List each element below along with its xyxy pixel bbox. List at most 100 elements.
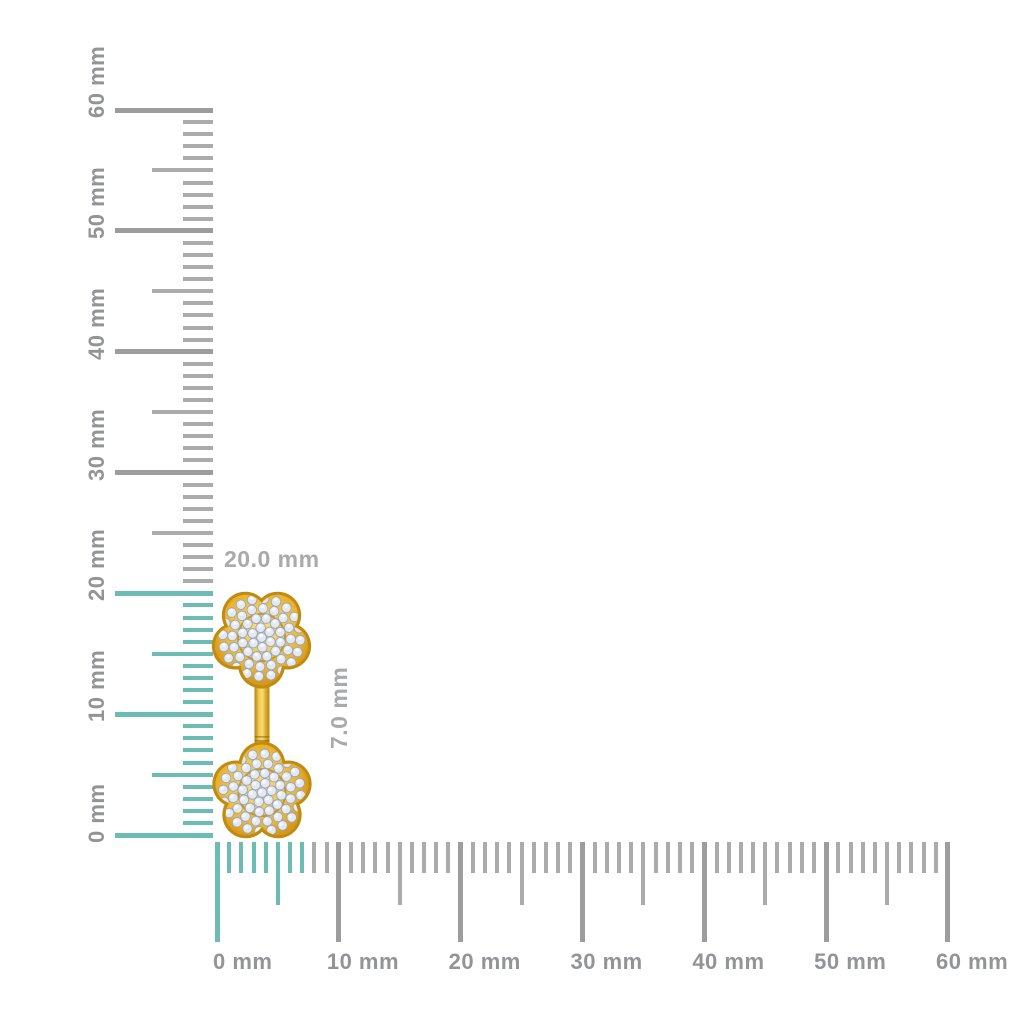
horizontal-ruler-tick-minor — [507, 842, 512, 873]
flower-top — [211, 591, 312, 689]
vertical-ruler-tick-medium — [152, 289, 213, 294]
vertical-ruler-tick-major — [115, 832, 213, 838]
vertical-ruler-tick-major — [115, 349, 213, 355]
horizontal-ruler-tick-minor — [422, 842, 427, 873]
vertical-ruler-tick-minor — [183, 337, 213, 342]
vertical-ruler-tick-minor — [183, 506, 213, 511]
horizontal-ruler-tick-minor — [251, 842, 256, 873]
vertical-ruler-tick-minor — [183, 543, 213, 547]
horizontal-ruler-tick-medium — [275, 842, 280, 905]
item-height-annotation: 20.0 mm — [224, 546, 320, 572]
vertical-ruler-tick-minor — [183, 398, 213, 402]
horizontal-ruler-tick-minor — [738, 842, 743, 873]
horizontal-ruler-tick-minor — [349, 842, 353, 873]
vertical-ruler-tick-minor — [183, 724, 213, 729]
horizontal-ruler-tick-minor — [483, 842, 488, 873]
horizontal-ruler-tick-minor — [288, 842, 293, 873]
horizontal-ruler-tick-minor — [373, 842, 378, 873]
horizontal-ruler-tick-minor — [568, 842, 573, 873]
vertical-ruler-tick-minor — [183, 120, 213, 125]
horizontal-ruler-tick-minor — [665, 842, 670, 873]
horizontal-ruler-tick-minor — [714, 842, 719, 873]
vertical-ruler-tick-minor — [183, 627, 213, 632]
vertical-ruler-tick-minor — [183, 615, 213, 620]
horizontal-ruler-tick-minor — [312, 842, 317, 873]
horizontal-ruler-tick-minor — [653, 842, 658, 873]
horizontal-ruler-tick-minor — [811, 842, 816, 873]
horizontal-ruler-tick-major — [701, 842, 707, 942]
horizontal-ruler-tick-minor — [921, 842, 926, 873]
vertical-ruler-tick-minor — [183, 663, 213, 668]
vertical-ruler-tick-minor — [183, 216, 213, 221]
vertical-ruler-tick-minor — [183, 784, 213, 789]
pave-diamonds — [217, 593, 306, 682]
horizontal-ruler-tick-minor — [385, 842, 390, 873]
horizontal-ruler-label-30: 30 mm — [570, 949, 643, 974]
horizontal-ruler-tick-minor — [872, 842, 877, 873]
vertical-ruler-tick-minor — [183, 361, 213, 366]
vertical-ruler-tick-major — [115, 470, 213, 475]
vertical-ruler-tick-minor — [183, 240, 213, 245]
vertical-ruler-tick-minor — [183, 482, 213, 487]
horizontal-ruler-tick-minor — [300, 842, 305, 873]
horizontal-ruler-tick-minor — [434, 842, 439, 873]
vertical-ruler-tick-minor — [183, 458, 213, 463]
horizontal-ruler-tick-minor — [751, 842, 756, 873]
horizontal-ruler-tick-minor — [848, 842, 853, 873]
vertical-ruler-tick-minor — [183, 156, 213, 161]
vertical-ruler-tick-minor — [183, 796, 213, 801]
vertical-ruler-tick-medium — [152, 651, 213, 656]
vertical-ruler-tick-minor — [183, 132, 213, 137]
horizontal-ruler-tick-minor — [324, 842, 329, 873]
horizontal-ruler-tick-minor — [677, 842, 682, 873]
vertical-ruler-tick-minor — [183, 313, 213, 318]
horizontal-ruler-tick-major — [823, 842, 829, 942]
horizontal-ruler-tick-minor — [836, 842, 841, 873]
horizontal-ruler-tick-minor — [263, 842, 268, 873]
vertical-ruler-tick-minor — [183, 144, 213, 149]
horizontal-ruler-tick-minor — [239, 842, 244, 873]
vertical-ruler-tick-minor — [183, 253, 213, 258]
horizontal-ruler-label-50: 50 mm — [814, 949, 887, 974]
vertical-ruler-tick-minor — [183, 555, 213, 560]
horizontal-ruler-tick-minor — [446, 842, 451, 873]
horizontal-ruler-tick-minor — [933, 842, 938, 873]
vertical-ruler-tick-minor — [183, 567, 213, 572]
horizontal-ruler-tick-minor — [860, 842, 865, 873]
vertical-ruler-tick-minor — [183, 579, 213, 584]
horizontal-ruler-tick-minor — [787, 842, 792, 873]
horizontal-ruler-tick-major — [579, 842, 585, 942]
vertical-ruler-tick-minor — [183, 700, 213, 705]
horizontal-ruler-tick-major — [945, 842, 951, 942]
vertical-ruler-tick-medium — [152, 530, 213, 535]
vertical-ruler-tick-minor — [183, 639, 213, 644]
vertical-ruler-tick-major — [115, 590, 213, 596]
horizontal-ruler-tick-minor — [495, 842, 500, 873]
horizontal-ruler-tick-minor — [617, 842, 622, 873]
vertical-ruler-tick-minor — [183, 180, 213, 185]
vertical-ruler-tick-minor — [183, 192, 213, 197]
horizontal-ruler-tick-minor — [799, 842, 804, 873]
horizontal-ruler-tick-medium — [763, 842, 768, 905]
horizontal-ruler-tick-minor — [543, 842, 548, 873]
vertical-ruler-tick-minor — [183, 301, 213, 306]
vertical-ruler-tick-medium — [152, 772, 213, 777]
horizontal-ruler-label-60: 60 mm — [935, 949, 1009, 974]
vertical-ruler-tick-major — [115, 228, 213, 234]
vertical-ruler-tick-minor — [183, 494, 213, 499]
vertical-ruler-tick-minor — [183, 434, 213, 439]
vertical-ruler-tick-medium — [152, 168, 213, 173]
vertical-ruler-tick-minor — [183, 446, 213, 451]
horizontal-ruler-tick-minor — [897, 842, 902, 873]
horizontal-ruler-tick-major — [336, 842, 342, 942]
horizontal-ruler-tick-major — [458, 842, 464, 942]
horizontal-ruler-tick-minor — [227, 842, 232, 873]
horizontal-ruler-tick-minor — [690, 842, 695, 873]
horizontal-ruler-tick-minor — [556, 842, 561, 873]
vertical-ruler-tick-minor — [183, 748, 213, 753]
horizontal-ruler-label-20: 20 mm — [448, 949, 521, 974]
horizontal-ruler-tick-minor — [726, 842, 731, 873]
horizontal-ruler-tick-minor — [409, 842, 414, 873]
vertical-ruler-tick-medium — [152, 410, 213, 415]
horizontal-ruler-tick-medium — [885, 842, 890, 905]
